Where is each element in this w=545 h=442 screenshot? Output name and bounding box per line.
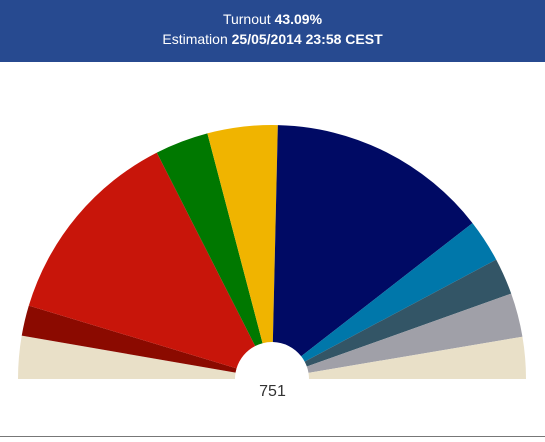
seat-segment-8[interactable] xyxy=(304,259,512,367)
estimation-value: 25/05/2014 23:58 CEST xyxy=(231,31,383,47)
turnout-label: Turnout xyxy=(222,11,271,27)
hemicycle-svg xyxy=(18,125,526,379)
results-header: Turnout 43.09% Estimation 25/05/2014 23:… xyxy=(0,0,545,62)
seat-segment-5[interactable] xyxy=(207,125,278,344)
estimation-label: Estimation xyxy=(162,31,228,47)
seat-segment-7[interactable] xyxy=(301,223,497,362)
seat-total-label: 751 xyxy=(259,383,286,400)
turnout-line: Turnout 43.09% xyxy=(0,9,545,29)
estimation-line: Estimation 25/05/2014 23:58 CEST xyxy=(0,29,545,49)
seat-segment-6[interactable] xyxy=(272,125,473,357)
seat-segment-9[interactable] xyxy=(306,293,523,373)
seat-segment-10[interactable] xyxy=(308,336,526,379)
seat-segment-4[interactable] xyxy=(156,133,263,347)
seat-segment-1[interactable] xyxy=(18,335,236,379)
seat-segment-2[interactable] xyxy=(21,305,237,373)
seat-segment-3[interactable] xyxy=(28,152,256,369)
hemicycle-chart xyxy=(0,62,545,442)
turnout-value: 43.09% xyxy=(274,11,323,27)
bottom-divider xyxy=(0,436,545,437)
